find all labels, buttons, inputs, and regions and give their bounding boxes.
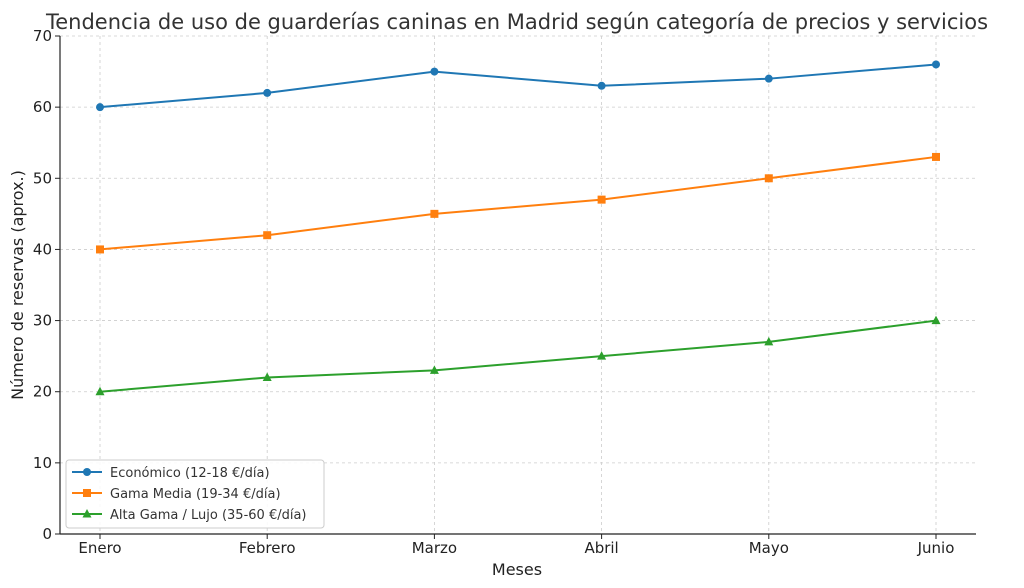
data-point <box>263 88 272 97</box>
data-point <box>932 152 940 161</box>
legend-swatch-marker <box>82 509 92 518</box>
series-1 <box>96 60 940 112</box>
legend-swatch-marker <box>83 489 91 497</box>
series-layer <box>95 60 941 396</box>
series-line <box>99 63 937 109</box>
data-point <box>430 209 439 218</box>
y-tick-label: 60 <box>33 98 52 116</box>
x-tick-label: Abril <box>584 539 618 557</box>
legend-item: Económico (12-18 €/día) <box>72 466 270 481</box>
series-2 <box>96 152 940 254</box>
series-line <box>99 155 937 251</box>
series-line <box>99 319 937 393</box>
data-point <box>95 386 105 396</box>
x-tick-label: Enero <box>78 539 121 557</box>
x-tick-label: Mayo <box>749 539 789 557</box>
data-point <box>764 336 774 346</box>
x-tick-label: Marzo <box>412 539 457 557</box>
data-point <box>96 245 104 254</box>
legend-swatch-marker <box>83 468 91 476</box>
y-tick-label: 0 <box>42 525 52 543</box>
y-tick-label: 30 <box>33 312 52 330</box>
y-axis-label: Número de reservas (aprox.) <box>8 170 27 400</box>
chart-title: Tendencia de uso de guarderías caninas e… <box>45 10 988 34</box>
data-point <box>931 315 941 325</box>
x-axis-label: Meses <box>492 560 542 579</box>
legend-label: Económico (12-18 €/día) <box>110 466 270 481</box>
x-tick-label: Junio <box>917 539 955 557</box>
data-point <box>263 231 272 240</box>
x-tick-label: Febrero <box>239 539 296 557</box>
y-tick-label: 20 <box>33 383 52 401</box>
legend-item: Gama Media (19-34 €/día) <box>72 487 281 502</box>
data-point <box>597 81 606 90</box>
y-tick-label: 50 <box>33 169 52 187</box>
legend-item: Alta Gama / Lujo (35-60 €/día) <box>72 508 307 523</box>
y-tick-label: 10 <box>33 454 52 472</box>
data-point <box>764 74 773 83</box>
legend-label: Gama Media (19-34 €/día) <box>110 487 281 502</box>
data-point <box>262 372 272 381</box>
legend: Económico (12-18 €/día) Gama Media (19-34… <box>65 459 325 529</box>
data-point <box>430 67 439 76</box>
series-3 <box>95 315 941 396</box>
axes: 0 10 20 30 40 50 60 70 Enero Febrero Marzo Abril May… <box>33 27 976 557</box>
data-point <box>932 60 940 69</box>
data-point <box>429 365 439 374</box>
data-point <box>764 174 773 183</box>
legend-label: Alta Gama / Lujo (35-60 €/día) <box>110 508 307 523</box>
y-tick-label: 70 <box>33 27 52 45</box>
data-point <box>597 351 607 360</box>
y-tick-label: 40 <box>33 240 52 258</box>
grid <box>60 35 976 535</box>
data-point <box>96 103 104 112</box>
data-point <box>597 195 606 204</box>
legend-box <box>65 459 325 529</box>
